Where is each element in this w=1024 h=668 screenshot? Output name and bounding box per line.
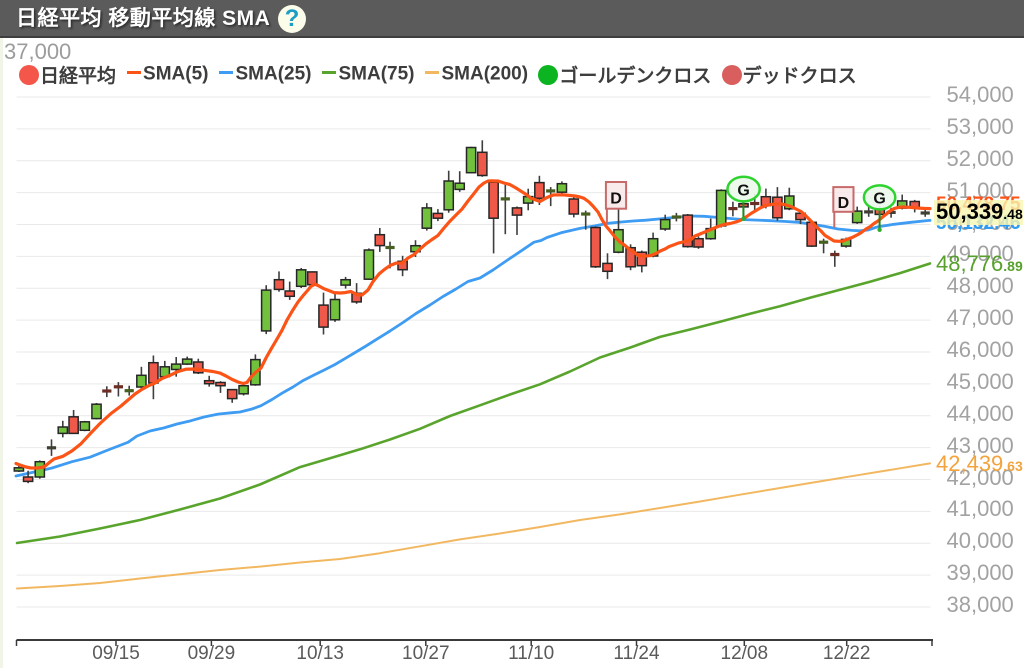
svg-text:G: G: [873, 191, 885, 208]
svg-text:G: G: [737, 182, 749, 199]
svg-text:D: D: [610, 191, 622, 208]
svg-text:D: D: [838, 195, 850, 212]
